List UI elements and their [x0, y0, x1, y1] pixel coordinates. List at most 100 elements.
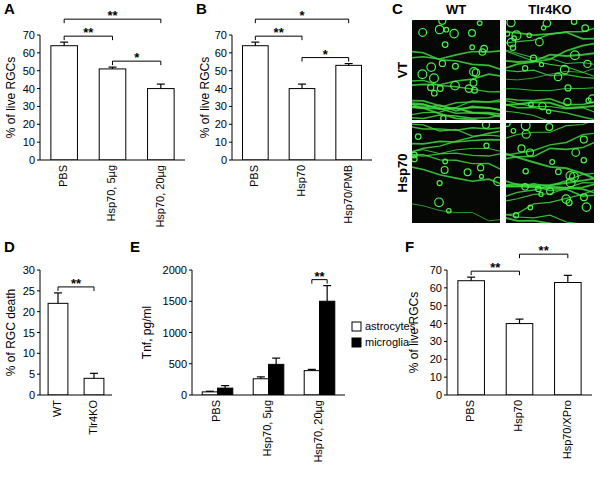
cell: [571, 51, 580, 60]
bar: [506, 324, 533, 395]
bar: [269, 364, 284, 395]
x-axis: [192, 395, 345, 396]
x-axis: [447, 395, 592, 396]
x-axis: [40, 160, 185, 161]
y-tick-label: 50: [23, 65, 35, 77]
axon: [412, 74, 500, 85]
cell: [547, 188, 554, 195]
cell: [523, 66, 528, 71]
y-tick-label: 20: [430, 353, 442, 365]
error-bar: [298, 84, 306, 88]
error-stem: [276, 358, 277, 364]
error-cap: [257, 376, 265, 377]
cell: [441, 167, 448, 174]
bar: [304, 371, 319, 395]
significance: *: [113, 50, 161, 65]
cell: [419, 29, 427, 37]
cell: [427, 63, 436, 72]
error-bar: [60, 42, 68, 46]
significance: *: [255, 8, 348, 23]
category-label: Hsp70, 20µg: [312, 400, 324, 463]
bar: [148, 89, 175, 160]
cell: [584, 60, 591, 67]
error-cap: [298, 84, 306, 85]
significance-label: *: [323, 47, 329, 62]
cell: [539, 192, 543, 196]
cell: [564, 98, 571, 105]
column-label: Tlr4KO: [528, 2, 571, 17]
column-label: WT: [446, 2, 466, 17]
y-tick-label: 30: [23, 264, 35, 276]
error-stem: [301, 84, 302, 88]
axon: [506, 103, 594, 120]
y-tick-label: 20: [215, 118, 227, 130]
bar: [320, 301, 335, 395]
axon: [412, 80, 500, 92]
cell: [556, 169, 562, 175]
category-label: Hsp70: [512, 400, 524, 432]
cell: [477, 21, 482, 26]
y-tick-label: 40: [215, 83, 227, 95]
cell: [554, 73, 561, 80]
legend-swatch: [352, 338, 361, 347]
cell: [542, 26, 546, 30]
y-tick-label: 5: [29, 368, 35, 380]
y-tick-label: 500: [169, 358, 187, 370]
cell: [444, 27, 449, 32]
y-axis-label: % of live RGCs: [198, 57, 212, 138]
cell: [450, 29, 458, 37]
bar: [84, 378, 104, 395]
y-tick-label: 70: [215, 29, 227, 41]
axon: [412, 203, 500, 221]
micrograph: [412, 20, 500, 120]
y-axis: [40, 35, 41, 160]
error-cap: [54, 292, 62, 293]
cell: [506, 31, 510, 36]
y-tick-label: 2000: [163, 264, 187, 276]
y-tick-label: 10: [430, 371, 442, 383]
significance-label: **: [490, 260, 501, 275]
y-tick-label: 25: [23, 285, 35, 297]
cell: [507, 38, 516, 47]
panel-label: F: [405, 238, 414, 255]
cell: [514, 213, 519, 218]
significance-label: **: [83, 25, 94, 40]
y-axis-label: Tnf, pg/ml: [140, 306, 154, 359]
panel-label: B: [196, 0, 207, 17]
error-bar: [206, 391, 214, 393]
error-cap: [221, 385, 229, 386]
axon: [506, 178, 594, 187]
legend-swatch: [352, 322, 361, 331]
x-axis: [40, 395, 112, 396]
error-cap: [564, 275, 572, 276]
axon: [506, 67, 594, 80]
cell: [507, 20, 515, 27]
cell: [581, 158, 586, 163]
bar: [458, 281, 485, 395]
cell: [511, 129, 516, 134]
cell: [430, 74, 439, 83]
cell: [560, 65, 569, 74]
y-tick-label: 50: [430, 300, 442, 312]
cell: [586, 98, 591, 103]
bar-chart: B% of live RGCs010203040506070PBSHsp70Hs…: [196, 0, 372, 224]
error-cap: [206, 391, 214, 392]
cell: [483, 123, 490, 128]
cell: [443, 159, 448, 164]
cell: [447, 209, 451, 213]
cell: [518, 145, 525, 152]
error-bar: [272, 358, 280, 364]
micrograph: [412, 123, 500, 223]
significance-label: **: [71, 276, 82, 291]
legend: astrocytesmicroglia: [352, 320, 416, 348]
y-tick-label: 60: [430, 282, 442, 294]
cell: [464, 169, 471, 176]
error-stem: [567, 275, 568, 282]
bar: [218, 388, 233, 395]
cell: [572, 149, 580, 157]
bar: [253, 379, 268, 395]
error-cap: [90, 373, 98, 374]
error-bar: [257, 377, 265, 379]
cell: [522, 184, 528, 190]
cell: [581, 194, 588, 201]
